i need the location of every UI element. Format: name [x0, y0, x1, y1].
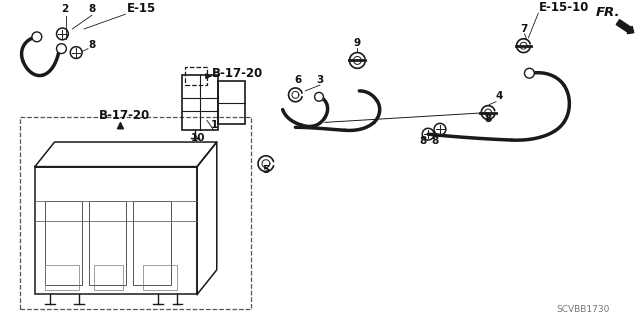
Bar — [218, 81, 245, 124]
Circle shape — [315, 93, 323, 101]
Text: 8: 8 — [431, 136, 438, 146]
FancyArrow shape — [616, 20, 634, 33]
Text: B-17-20: B-17-20 — [99, 109, 150, 122]
Circle shape — [525, 68, 534, 78]
Text: 6: 6 — [295, 75, 302, 85]
Bar — [143, 265, 177, 290]
Text: 3: 3 — [316, 75, 324, 85]
Bar — [20, 117, 251, 309]
Text: FR.: FR. — [595, 6, 620, 19]
Text: 8: 8 — [484, 115, 492, 124]
Text: B-17-20: B-17-20 — [212, 67, 263, 80]
Text: 5: 5 — [262, 166, 269, 175]
Bar — [45, 265, 79, 290]
Bar — [182, 75, 218, 130]
Bar — [89, 201, 126, 285]
Text: 8: 8 — [88, 4, 95, 14]
Circle shape — [56, 44, 67, 54]
Bar — [45, 201, 82, 285]
Bar — [133, 201, 171, 285]
Text: 8: 8 — [420, 136, 427, 146]
Text: SCVBB1730: SCVBB1730 — [556, 305, 609, 314]
Circle shape — [32, 32, 42, 42]
Text: E-15: E-15 — [127, 2, 157, 15]
Text: 10: 10 — [191, 133, 205, 143]
Bar — [94, 265, 124, 290]
Text: 4: 4 — [495, 91, 502, 101]
Text: 8: 8 — [88, 40, 95, 50]
Text: 9: 9 — [354, 38, 361, 48]
Text: 2: 2 — [61, 4, 68, 14]
Text: 1: 1 — [211, 120, 218, 130]
Bar — [35, 167, 197, 294]
Bar — [186, 67, 207, 85]
Text: 7: 7 — [520, 24, 527, 34]
Text: E-15-10: E-15-10 — [540, 1, 589, 14]
